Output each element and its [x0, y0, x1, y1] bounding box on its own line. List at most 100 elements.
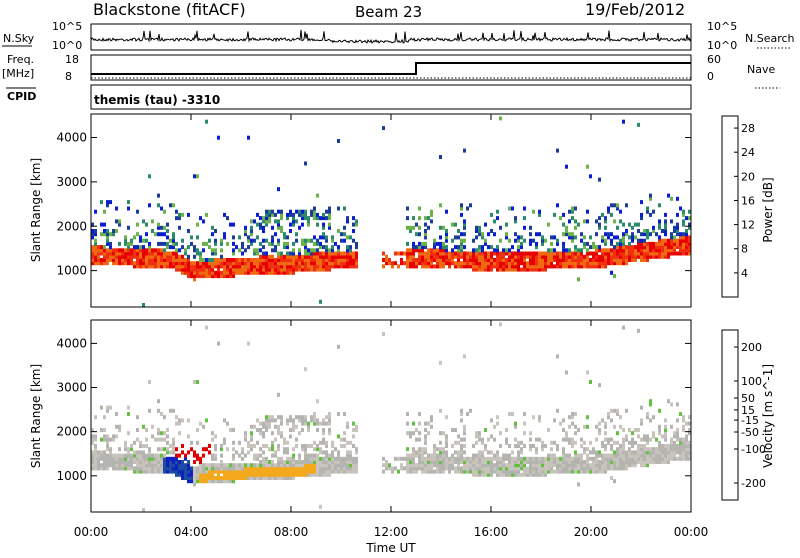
power-cell: [556, 254, 559, 259]
power-cell: [193, 248, 196, 253]
velocity-cell: [301, 428, 304, 432]
velocity-cell: [673, 450, 676, 455]
power-cell: [682, 248, 685, 253]
velocity-cell: [535, 450, 538, 455]
power-cell: [259, 267, 262, 272]
power-cell: [256, 267, 259, 272]
velocity-cell: [628, 428, 631, 432]
velocity-cell: [235, 472, 238, 477]
power-cell: [532, 209, 535, 214]
velocity-cell: [436, 460, 439, 464]
velocity-cell: [583, 466, 586, 471]
power-cell: [286, 212, 289, 217]
power-cell: [187, 245, 190, 250]
power-cell: [154, 261, 157, 266]
power-cell: [154, 254, 157, 259]
velocity-cell: [604, 466, 607, 471]
power-cell: [238, 267, 241, 272]
velocity-cell: [610, 408, 613, 413]
power-cell: [664, 241, 667, 246]
velocity-cell: [499, 456, 502, 461]
velocity-cell: [139, 463, 142, 468]
velocity-cell: [178, 472, 181, 477]
power-cell: [607, 232, 610, 237]
velocity-cell: [175, 415, 178, 420]
power-cell: [103, 251, 106, 256]
velocity-cell: [643, 444, 646, 448]
power-cell: [427, 251, 430, 256]
power-cell: [106, 203, 109, 208]
power-cell: [292, 261, 295, 266]
velocity-cell: [268, 472, 271, 477]
velocity-cell: [316, 447, 319, 452]
power-cell: [124, 241, 127, 246]
power-cell: [250, 270, 253, 275]
velocity-cell: [688, 450, 691, 455]
y-tick-label: 1000: [56, 264, 87, 278]
velocity-cell: [568, 437, 571, 442]
velocity-cell: [556, 466, 559, 471]
power-cell: [223, 264, 226, 269]
velocity-cell: [94, 447, 97, 452]
power-cell: [187, 270, 190, 275]
power-cell: [325, 264, 328, 269]
power-cell: [202, 258, 205, 262]
velocity-cell: [421, 447, 424, 452]
power-cell: [586, 264, 589, 269]
velocity-cell: [148, 408, 151, 413]
velocity-cell: [535, 463, 538, 468]
velocity-cell: [157, 399, 160, 404]
velocity-cell: [238, 476, 241, 480]
velocity-cell: [319, 456, 322, 461]
velocity-cell: [190, 472, 193, 477]
power-cell: [568, 248, 571, 253]
power-cell: [682, 251, 685, 256]
power-cell: [433, 238, 436, 243]
power-cell: [526, 267, 529, 272]
velocity-cell: [154, 469, 157, 474]
velocity-cell: [529, 437, 532, 442]
velocity-cell: [313, 466, 316, 471]
velocity-cell: [274, 476, 277, 480]
power-cell: [568, 264, 571, 269]
velocity-cell: [649, 437, 652, 442]
power-cell: [550, 235, 553, 240]
velocity-cell: [409, 463, 412, 468]
velocity-cell: [163, 447, 166, 452]
power-cell: [610, 238, 613, 243]
power-cell: [439, 254, 442, 259]
velocity-cell: [541, 463, 544, 468]
velocity-cell: [514, 463, 517, 468]
power-cell: [91, 254, 94, 259]
velocity-cell: [430, 469, 433, 474]
power-cell: [298, 261, 301, 266]
velocity-cell: [622, 466, 625, 471]
power-cell: [199, 251, 202, 256]
power-cell: [454, 222, 457, 227]
velocity-cell: [616, 463, 619, 468]
velocity-cell: [583, 450, 586, 455]
power-cell: [685, 216, 688, 221]
power-cell: [577, 264, 580, 269]
velocity-cell: [265, 469, 268, 474]
power-cell: [472, 248, 475, 253]
velocity-cell: [622, 456, 625, 461]
velocity-cell: [145, 466, 148, 471]
power-cell: [457, 258, 460, 262]
velocity-cell: [571, 466, 574, 471]
power-cell: [535, 241, 538, 246]
power-cell: [553, 251, 556, 256]
velocity-cell: [250, 437, 253, 442]
power-cell: [562, 222, 565, 227]
power-cell: [205, 274, 208, 279]
power-cell: [103, 222, 106, 227]
power-cell: [415, 222, 418, 227]
colorbar-tick-label: 4: [741, 267, 748, 280]
velocity-cell: [253, 476, 256, 480]
velocity-cell: [115, 460, 118, 464]
power-cell: [676, 225, 679, 230]
velocity-cell: [325, 469, 328, 474]
velocity-cell: [331, 469, 334, 474]
velocity-cell: [538, 469, 541, 474]
velocity-cell: [592, 466, 595, 471]
